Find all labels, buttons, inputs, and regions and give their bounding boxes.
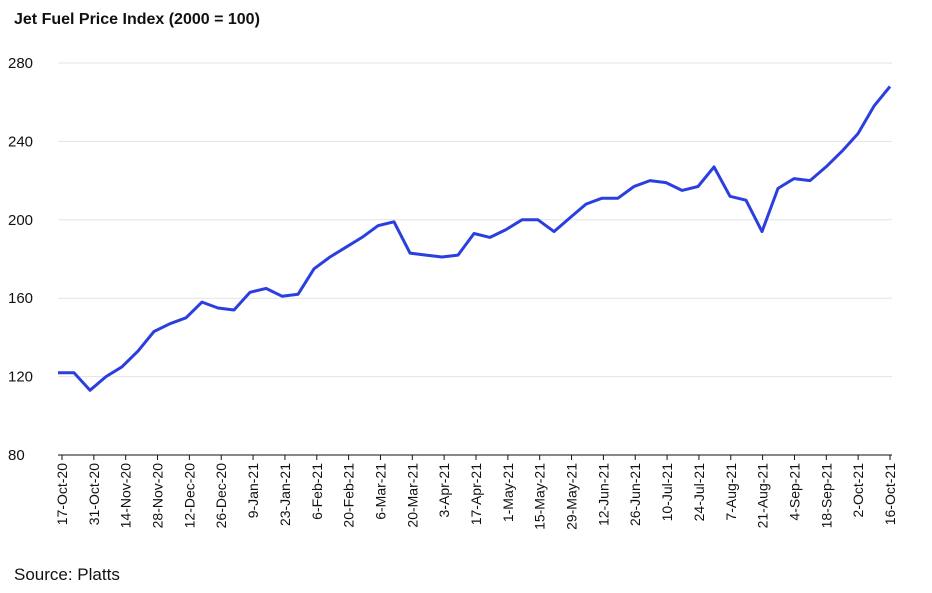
x-tick-label: 12-Dec-20: [181, 463, 197, 529]
x-tick-label: 6-Mar-21: [372, 463, 388, 520]
y-tick-label: 200: [8, 212, 33, 229]
x-tick-label: 4-Sep-21: [786, 463, 802, 521]
y-axis-ticks: 80 120 160 200 240 280: [8, 55, 33, 464]
x-tick-label: 17-Oct-20: [54, 463, 70, 525]
y-tick-label: 160: [8, 290, 33, 307]
x-tick-label: 31-Oct-20: [86, 463, 102, 525]
y-tick-label: 280: [8, 55, 33, 72]
y-tick-label: 240: [8, 133, 33, 150]
x-tick-label: 23-Jan-21: [277, 463, 293, 526]
x-tick-label: 10-Jul-21: [659, 463, 675, 522]
x-tick-label: 7-Aug-21: [723, 463, 739, 521]
x-tick-label: 28-Nov-20: [150, 463, 166, 529]
y-tick-label: 120: [8, 369, 33, 386]
x-tick-label: 26-Dec-20: [213, 463, 229, 529]
x-axis-ticks: 17-Oct-20 31-Oct-20 14-Nov-20 28-Nov-20 12-D…: [54, 455, 898, 530]
x-tick-label: 6-Feb-21: [309, 463, 325, 520]
series-line: [58, 85, 892, 392]
x-tick-label: 20-Feb-21: [341, 463, 357, 528]
x-tick-label: 12-Jun-21: [595, 463, 611, 526]
x-tick-label: 24-Jul-21: [691, 463, 707, 522]
x-tick-label: 14-Nov-20: [118, 463, 134, 529]
x-tick-label: 18-Sep-21: [818, 463, 834, 529]
x-tick-label: 2-Oct-21: [850, 463, 866, 518]
y-tick-label: 80: [8, 447, 25, 464]
x-tick-label: 20-Mar-21: [404, 463, 420, 528]
x-tick-label: 26-Jun-21: [627, 463, 643, 526]
chart-source: Source: Platts: [14, 565, 120, 584]
chart-title: Jet Fuel Price Index (2000 = 100): [14, 11, 260, 28]
gridlines: [58, 62, 892, 378]
x-tick-label: 9-Jan-21: [245, 463, 261, 518]
x-tick-label: 3-Apr-21: [436, 463, 452, 518]
x-tick-label: 17-Apr-21: [468, 463, 484, 525]
x-tick-label: 16-Oct-21: [882, 463, 898, 525]
x-tick-label: 21-Aug-21: [755, 463, 771, 529]
x-tick-label: 15-May-21: [532, 463, 548, 530]
x-tick-label: 1-May-21: [500, 463, 516, 522]
x-tick-label: 29-May-21: [564, 463, 580, 530]
